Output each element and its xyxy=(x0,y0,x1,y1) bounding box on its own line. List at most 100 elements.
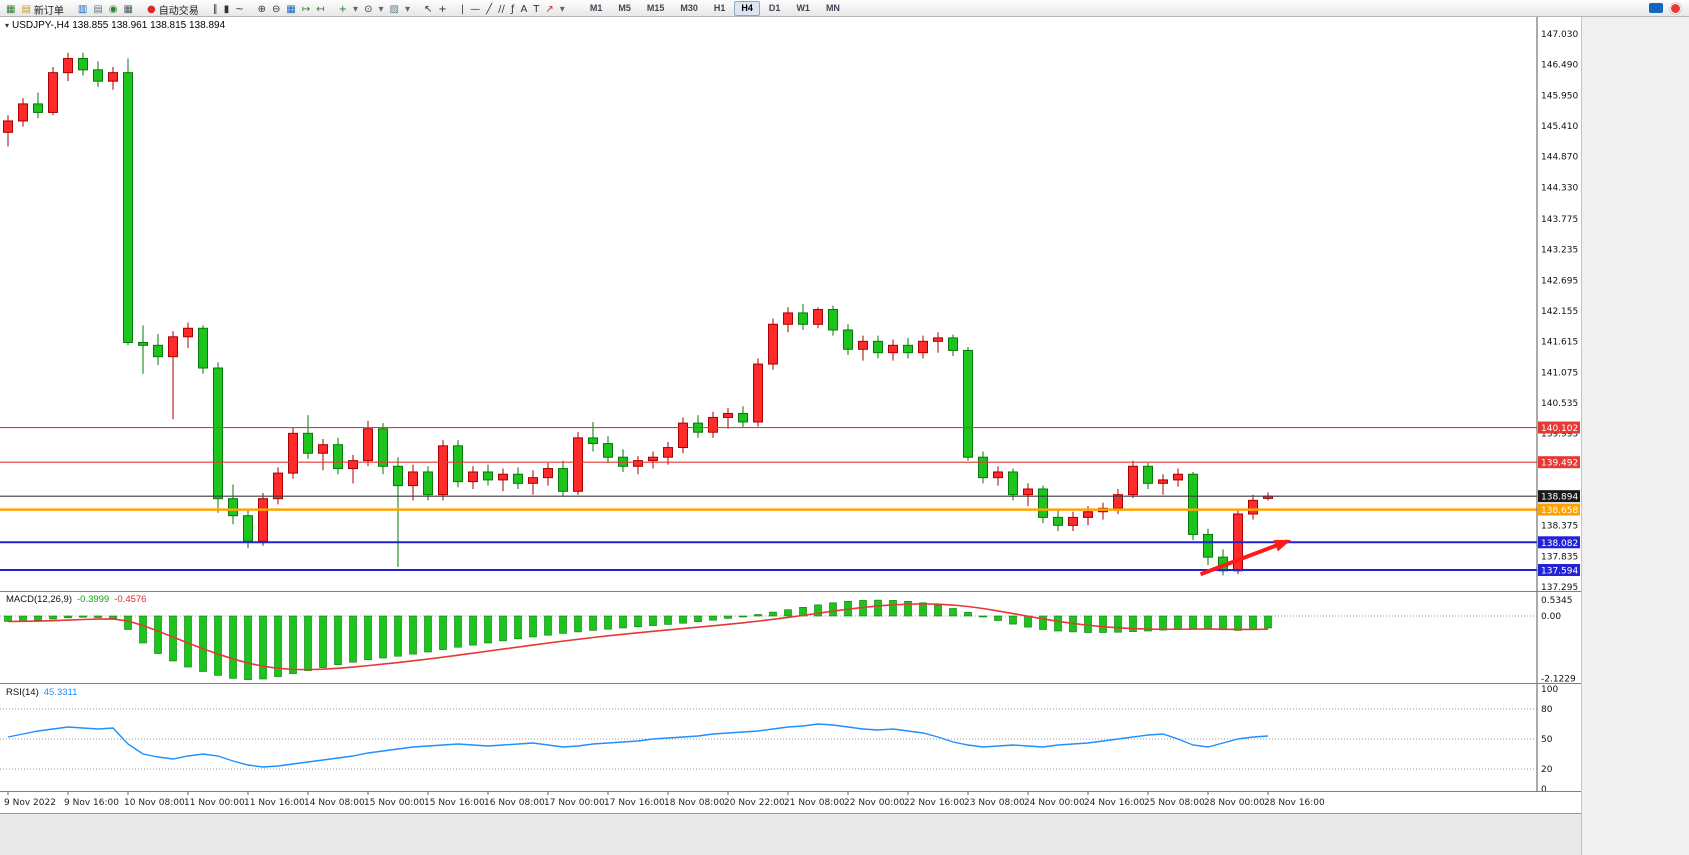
macd-bar xyxy=(874,599,882,617)
line-chart-button[interactable]: ~ xyxy=(233,2,245,17)
macd-bar xyxy=(1204,615,1212,630)
candle xyxy=(393,465,403,487)
templates-dropdown-button[interactable]: ▾ xyxy=(403,2,412,17)
macd-axis-label: 0.00 xyxy=(1541,612,1561,622)
price-badge-label: 138.082 xyxy=(1541,539,1578,549)
candle xyxy=(378,428,388,467)
macd-bar xyxy=(319,615,327,668)
rsi-value: 45.3311 xyxy=(43,687,78,698)
macd-bar xyxy=(19,615,27,622)
chart-canvas[interactable]: 147.030 146.490 145.950 145.410 144.870 144.3… xyxy=(0,0,1581,855)
candle xyxy=(918,340,928,354)
candle xyxy=(543,468,553,479)
timeframe-d1-button[interactable]: D1 xyxy=(768,2,781,13)
macd-bar xyxy=(199,615,207,672)
candle xyxy=(1188,473,1198,535)
community-icon[interactable] xyxy=(1649,3,1663,13)
price-badge xyxy=(1538,536,1580,549)
navigator-icon: ◉ xyxy=(108,3,118,15)
time-label: 11 Nov 16:00 xyxy=(244,798,305,808)
notification-badge-icon[interactable] xyxy=(1670,2,1681,14)
price-tick-label: 141.075 xyxy=(1541,368,1578,378)
macd-bar xyxy=(634,615,642,628)
auto-scroll-button[interactable]: ↦ xyxy=(300,2,312,17)
candle-chart-button[interactable]: ▮ xyxy=(222,2,232,17)
horizontal-line-button[interactable]: — xyxy=(468,2,482,17)
macd-bar xyxy=(1264,615,1272,629)
macd-bar xyxy=(49,615,57,620)
timeframe-h1-button[interactable]: H1 xyxy=(713,2,726,13)
macd-indicator-label: MACD(12,26,9) -0.3999 -0.4576 xyxy=(6,594,146,605)
zoom-in-button[interactable]: ⊕ xyxy=(256,2,268,17)
vertical-line-button[interactable]: | xyxy=(459,2,466,17)
indicators-dropdown-button[interactable]: ▾ xyxy=(351,2,360,17)
bar-chart-button[interactable]: ∥ xyxy=(211,2,220,17)
candle-chart-icon: ▮ xyxy=(223,3,230,15)
candle xyxy=(273,472,283,500)
chart-collapse-icon[interactable]: ▾ xyxy=(5,21,10,30)
autotrade-button[interactable]: ● 自动交易 xyxy=(145,2,201,17)
candle xyxy=(843,329,853,350)
macd-bar xyxy=(619,615,627,629)
time-label: 11 Nov 00:00 xyxy=(184,798,245,808)
candle xyxy=(1173,473,1183,481)
macd-bar xyxy=(304,615,312,671)
macd-bar xyxy=(949,608,957,617)
arrows-dropdown-icon: ▾ xyxy=(559,3,565,15)
new-order-button[interactable]: ▤ 新订单 xyxy=(19,2,65,17)
crosshair-button[interactable]: + xyxy=(436,2,448,17)
navigator-button[interactable]: ◉ xyxy=(107,2,120,17)
timeframe-m1-button[interactable]: M1 xyxy=(589,2,603,13)
rsi-axis-label: 80 xyxy=(1541,705,1553,715)
candle xyxy=(498,473,508,481)
templates-button[interactable]: ▨ xyxy=(388,2,401,17)
macd-axis-label: 0.5345 xyxy=(1541,596,1573,606)
time-label: 20 Nov 22:00 xyxy=(724,798,785,808)
time-label: 22 Nov 00:00 xyxy=(844,798,905,808)
macd-bar xyxy=(1009,615,1017,625)
channel-button[interactable]: ∕∕ xyxy=(496,2,507,17)
fibonacci-button[interactable]: ƒ xyxy=(509,2,517,17)
trend-arrow-annotation[interactable] xyxy=(1199,539,1289,577)
periods-dropdown-button[interactable]: ▾ xyxy=(376,2,385,17)
text-button[interactable]: A xyxy=(518,2,529,17)
timeframe-mn-button[interactable]: MN xyxy=(825,2,840,13)
indicators-button[interactable]: + xyxy=(337,2,349,17)
time-label: 24 Nov 16:00 xyxy=(1084,798,1145,808)
candle xyxy=(48,72,58,113)
candle xyxy=(993,471,1003,479)
label-button[interactable]: T xyxy=(531,2,541,17)
auto-scroll-icon: ↦ xyxy=(301,3,311,15)
zoom-out-button[interactable]: ⊖ xyxy=(270,2,282,17)
timeframe-m5-button[interactable]: M5 xyxy=(618,2,631,13)
macd-bar xyxy=(1054,615,1062,632)
tile-windows-button[interactable]: ▦ xyxy=(284,2,297,17)
timeframe-m30-button[interactable]: M30 xyxy=(680,2,698,13)
macd-bar xyxy=(904,600,912,617)
candle xyxy=(828,309,838,331)
macd-bar xyxy=(1129,615,1137,632)
candle xyxy=(258,498,268,542)
chart-shift-button[interactable]: ↤ xyxy=(314,2,326,17)
candle xyxy=(813,309,823,325)
arrows-button[interactable]: ↗ xyxy=(543,2,555,17)
timeframe-h4-button[interactable]: H4 xyxy=(734,0,760,16)
macd-bar xyxy=(724,615,732,619)
cursor-button[interactable]: ↖ xyxy=(422,2,434,17)
timeframe-m15-button[interactable]: M15 xyxy=(646,2,665,13)
new-chart-button[interactable]: ▦ xyxy=(4,2,17,17)
macd-bar xyxy=(769,611,777,617)
timeframe-w1-button[interactable]: W1 xyxy=(796,2,810,13)
terminal-button[interactable]: ▦ xyxy=(122,2,135,17)
price-tick-label: 137.835 xyxy=(1541,552,1578,562)
periods-button[interactable]: ⊙ xyxy=(362,2,374,17)
time-label: 14 Nov 08:00 xyxy=(304,798,365,808)
candle xyxy=(1158,479,1168,484)
data-window-button[interactable]: ▤ xyxy=(91,2,104,17)
price-axis[interactable] xyxy=(1538,17,1581,813)
market-watch-button[interactable]: ▥ xyxy=(76,2,89,17)
rsi-axis-label: 50 xyxy=(1541,735,1553,745)
trendline-button[interactable]: ╱ xyxy=(484,2,494,17)
arrows-dropdown-button[interactable]: ▾ xyxy=(558,2,567,17)
candle xyxy=(783,312,793,325)
